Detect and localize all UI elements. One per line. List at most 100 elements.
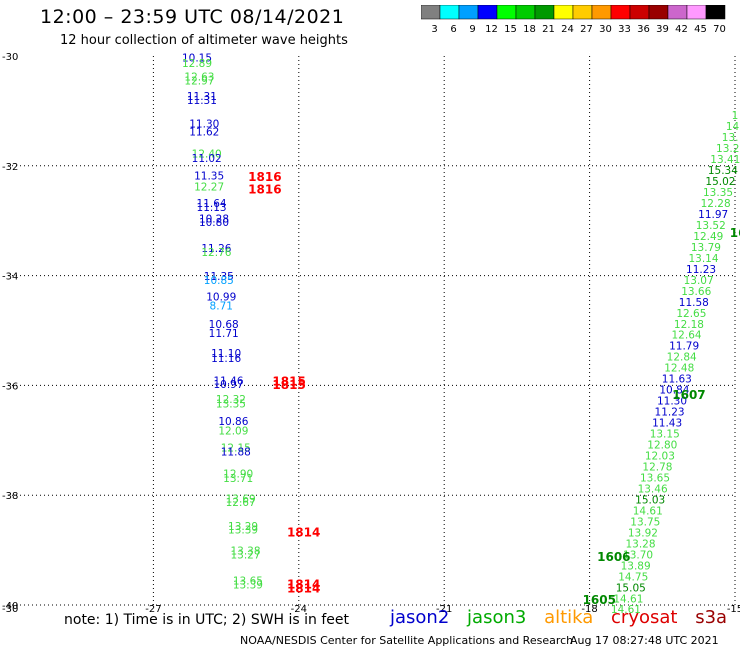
chart-subtitle: 12 hour collection of altimeter wave hei… (60, 33, 348, 48)
swh-label: 10.85 (204, 275, 234, 287)
pass-time-label: 1814 (287, 525, 320, 539)
swh-label: 11.64 (197, 198, 227, 210)
swh-label: 13.75 (630, 516, 660, 528)
colorbar-label: 30 (599, 24, 612, 35)
x-tick-label: -21 (436, 604, 452, 615)
swh-label: 11.31 (187, 95, 217, 107)
swh-label: 14.61 (613, 593, 643, 605)
swh-label: 12.80 (647, 440, 677, 452)
colorbar-label: 70 (713, 24, 726, 35)
pass-time-label: 1816 (248, 170, 281, 184)
colorbar-swatch (705, 5, 726, 20)
swh-label: 11.43 (652, 418, 682, 430)
swh-label: 15.05 (616, 582, 646, 594)
pass-time-label: 1814 (287, 578, 320, 592)
swh-label: 11.35 (204, 271, 234, 283)
swh-label: 11.88 (221, 447, 251, 459)
y-tick-label: -30 (2, 52, 18, 63)
colorbar-label: 18 (523, 24, 536, 35)
swh-label: 10.86 (218, 416, 248, 428)
swh-label: 14.75 (618, 571, 648, 583)
swh-label: 15.03 (635, 494, 665, 506)
swh-label: 12.40 (192, 149, 222, 161)
swh-label: 11.62 (189, 127, 219, 139)
swh-label: 12.32 (216, 394, 246, 406)
footer-credit: NOAA/NESDIS Center for Satellite Applica… (240, 634, 574, 647)
swh-label: 13.89 (621, 560, 651, 572)
x-tick-label: -27 (145, 604, 161, 615)
swh-label: 13.69 (226, 493, 256, 505)
swh-label: 12.27 (194, 182, 224, 194)
colorbar-label: 9 (469, 24, 475, 35)
colorbar-label: 6 (450, 24, 456, 35)
colorbar-label: 39 (656, 24, 669, 35)
swh-label: 12.49 (693, 231, 723, 243)
colorbar-label: 21 (542, 24, 555, 35)
swh-label: 10.84 (659, 385, 689, 397)
pass-time-label: 1606 (597, 550, 630, 564)
footer-note: note: 1) Time is in UTC; 2) SWH is in fe… (64, 612, 350, 628)
swh-label: 13.66 (681, 286, 711, 298)
colorbar-label: 36 (637, 24, 650, 35)
swh-label: 13.39 (233, 580, 263, 592)
swh-label: 13.38 (230, 545, 260, 557)
legend-cryosat: cryosat (611, 607, 678, 628)
chart-title: 12:00 – 23:59 UTC 08/14/2021 (40, 6, 345, 28)
swh-label: 12.18 (674, 319, 704, 331)
swh-label: 12.09 (218, 425, 248, 437)
swh-label: 12.28 (701, 198, 731, 210)
swh-label: 12.67 (226, 497, 256, 509)
swh-label: 13.07 (684, 275, 714, 287)
colorbar-label: 42 (675, 24, 688, 35)
swh-label: 11.23 (655, 407, 685, 419)
x-tick-label: -24 (291, 604, 307, 615)
x-tick-label: -30 (2, 604, 18, 615)
swh-label: 13.35 (703, 187, 733, 199)
swh-label: 15.02 (705, 176, 735, 188)
swh-label: 12.64 (672, 330, 702, 342)
pass-time-label: 160 (730, 226, 740, 240)
swh-label: 12.48 (664, 363, 694, 375)
swh-label: 11.23 (686, 264, 716, 276)
swh-label: 14 (726, 121, 740, 133)
swh-label: 11.79 (669, 341, 699, 353)
swh-label: 13.79 (691, 242, 721, 254)
swh-label: 12.63 (184, 72, 214, 84)
pass-time-label: 1815 (272, 378, 305, 392)
swh-label: 11.26 (201, 243, 231, 255)
swh-label: 8.71 (210, 301, 233, 313)
swh-label: 14.61 (611, 604, 641, 616)
colorbar-label: 45 (694, 24, 707, 35)
swh-label: 11.97 (698, 209, 728, 221)
colorbar-label: 15 (504, 24, 517, 35)
swh-label: 13.65 (233, 576, 263, 588)
colorbar-label: 24 (561, 24, 574, 35)
satellite-legend: jason2 jason3 altika cryosat s3a (390, 607, 739, 628)
swh-label: 11.63 (662, 374, 692, 386)
swh-label: 11.02 (192, 153, 222, 165)
swh-label: 13.46 (638, 483, 668, 495)
swh-label: 12.89 (182, 58, 212, 70)
swh-label: 13.65 (640, 472, 670, 484)
swh-label: 13.52 (696, 220, 726, 232)
colorbar-label: 12 (485, 24, 498, 35)
swh-label: 10.28 (199, 213, 229, 225)
swh-label: 12.90 (223, 469, 253, 481)
swh-label: 13.29 (228, 521, 258, 533)
pass-time-label: 1605 (583, 593, 616, 607)
swh-label: 13.39 (228, 525, 258, 537)
swh-label: 11.10 (211, 348, 241, 360)
swh-label: 11.30 (657, 396, 687, 408)
swh-label: 13.70 (623, 549, 653, 561)
y-tick-label: -32 (2, 162, 18, 173)
swh-label: 13.2 (716, 143, 739, 155)
swh-label: 15.34 (708, 165, 738, 177)
swh-label: 13.41 (710, 154, 740, 166)
swh-label: 11.35 (194, 171, 224, 183)
colorbar-label: 33 (618, 24, 631, 35)
swh-label: 11.46 (213, 375, 243, 387)
y-tick-label: -38 (2, 491, 18, 502)
y-tick-label: -34 (2, 272, 18, 283)
legend-jason2: jason2 (390, 607, 450, 628)
